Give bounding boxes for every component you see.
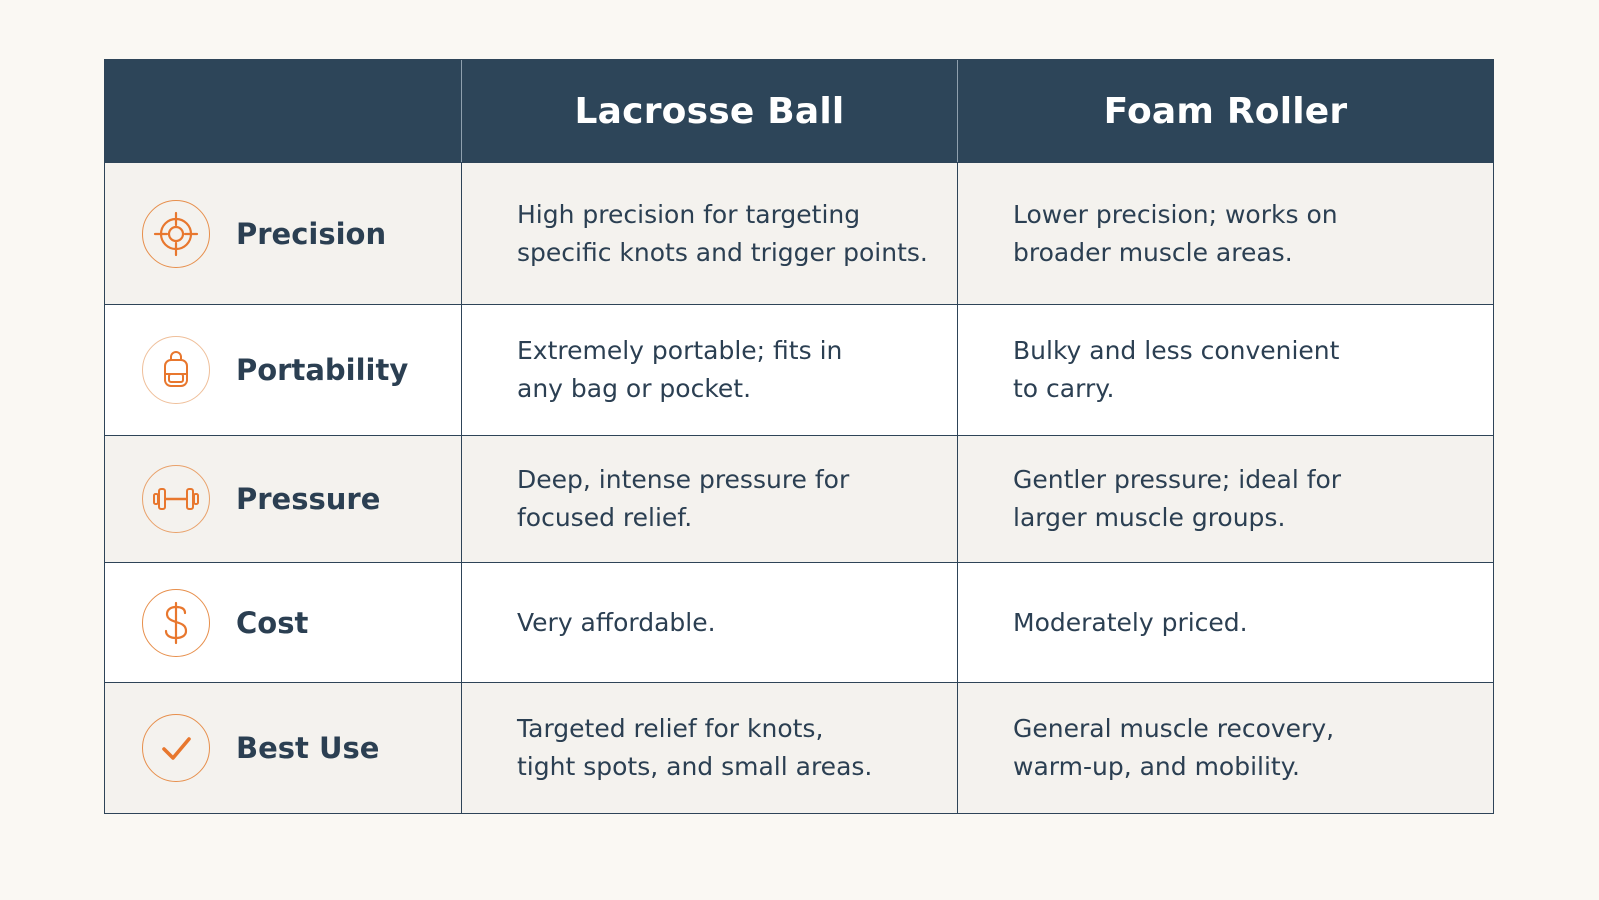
- table-row-portability: Portability Extremely portable; fits in …: [105, 304, 1493, 435]
- lacrosse-ball-description: Very affordable.: [517, 607, 716, 637]
- row-label: Pressure: [236, 482, 381, 516]
- table-row-best-use: Best Use Targeted relief for knots, tigh…: [105, 682, 1493, 813]
- lacrosse-ball-description: Targeted relief for knots, tight spots, …: [517, 714, 873, 781]
- dumbbell-icon: [142, 465, 210, 533]
- foam-roller-cell: Bulky and less convenient to carry.: [957, 305, 1493, 435]
- table-header-row: Lacrosse Ball Foam Roller: [105, 60, 1493, 162]
- checkmark-icon: [142, 714, 210, 782]
- foam-roller-cell: General muscle recovery, warm-up, and mo…: [957, 683, 1493, 813]
- dollar-icon: [142, 588, 210, 657]
- lacrosse-ball-description: Extremely portable; fits in any bag or p…: [517, 336, 843, 403]
- lacrosse-ball-description: Deep, intense pressure for focused relie…: [517, 465, 850, 532]
- table-row-precision: Precision High precision for targeting s…: [105, 162, 1493, 304]
- foam-roller-description: General muscle recovery, warm-up, and mo…: [1013, 714, 1335, 781]
- row-label: Portability: [236, 353, 409, 387]
- foam-roller-description: Moderately priced.: [1013, 607, 1248, 637]
- foam-roller-description: Lower precision; works on broader muscle…: [1013, 199, 1338, 267]
- backpack-icon: [142, 336, 210, 404]
- lacrosse-ball-cell: Very affordable.: [461, 563, 957, 682]
- header-foam-roller: Foam Roller: [957, 60, 1493, 162]
- foam-roller-cell: Lower precision; works on broader muscle…: [957, 163, 1493, 304]
- lacrosse-ball-cell: Targeted relief for knots, tight spots, …: [461, 683, 957, 813]
- foam-roller-cell: Gentler pressure; ideal for larger muscl…: [957, 436, 1493, 562]
- foam-roller-description: Gentler pressure; ideal for larger muscl…: [1013, 465, 1342, 532]
- row-label: Precision: [236, 216, 387, 251]
- lacrosse-ball-cell: High precision for targeting specific kn…: [461, 163, 957, 304]
- row-label-cell: Portability: [105, 305, 461, 435]
- row-label-cell: Precision: [105, 163, 461, 304]
- header-lacrosse-ball: Lacrosse Ball: [461, 60, 957, 162]
- row-label: Cost: [236, 605, 309, 640]
- target-icon: [142, 199, 210, 268]
- header-empty-cell: [105, 60, 461, 162]
- foam-roller-description: Bulky and less convenient to carry.: [1013, 336, 1340, 403]
- comparison-table: Lacrosse Ball Foam Roller Precision High…: [104, 59, 1494, 814]
- lacrosse-ball-description: High precision for targeting specific kn…: [517, 199, 928, 267]
- table-row-pressure: Pressure Deep, intense pressure for focu…: [105, 435, 1493, 562]
- lacrosse-ball-cell: Deep, intense pressure for focused relie…: [461, 436, 957, 562]
- lacrosse-ball-cell: Extremely portable; fits in any bag or p…: [461, 305, 957, 435]
- row-label-cell: Best Use: [105, 683, 461, 813]
- table-row-cost: Cost Very affordable. Moderately priced.: [105, 562, 1493, 682]
- row-label-cell: Pressure: [105, 436, 461, 562]
- row-label-cell: Cost: [105, 563, 461, 682]
- row-label: Best Use: [236, 731, 380, 765]
- foam-roller-cell: Moderately priced.: [957, 563, 1493, 682]
